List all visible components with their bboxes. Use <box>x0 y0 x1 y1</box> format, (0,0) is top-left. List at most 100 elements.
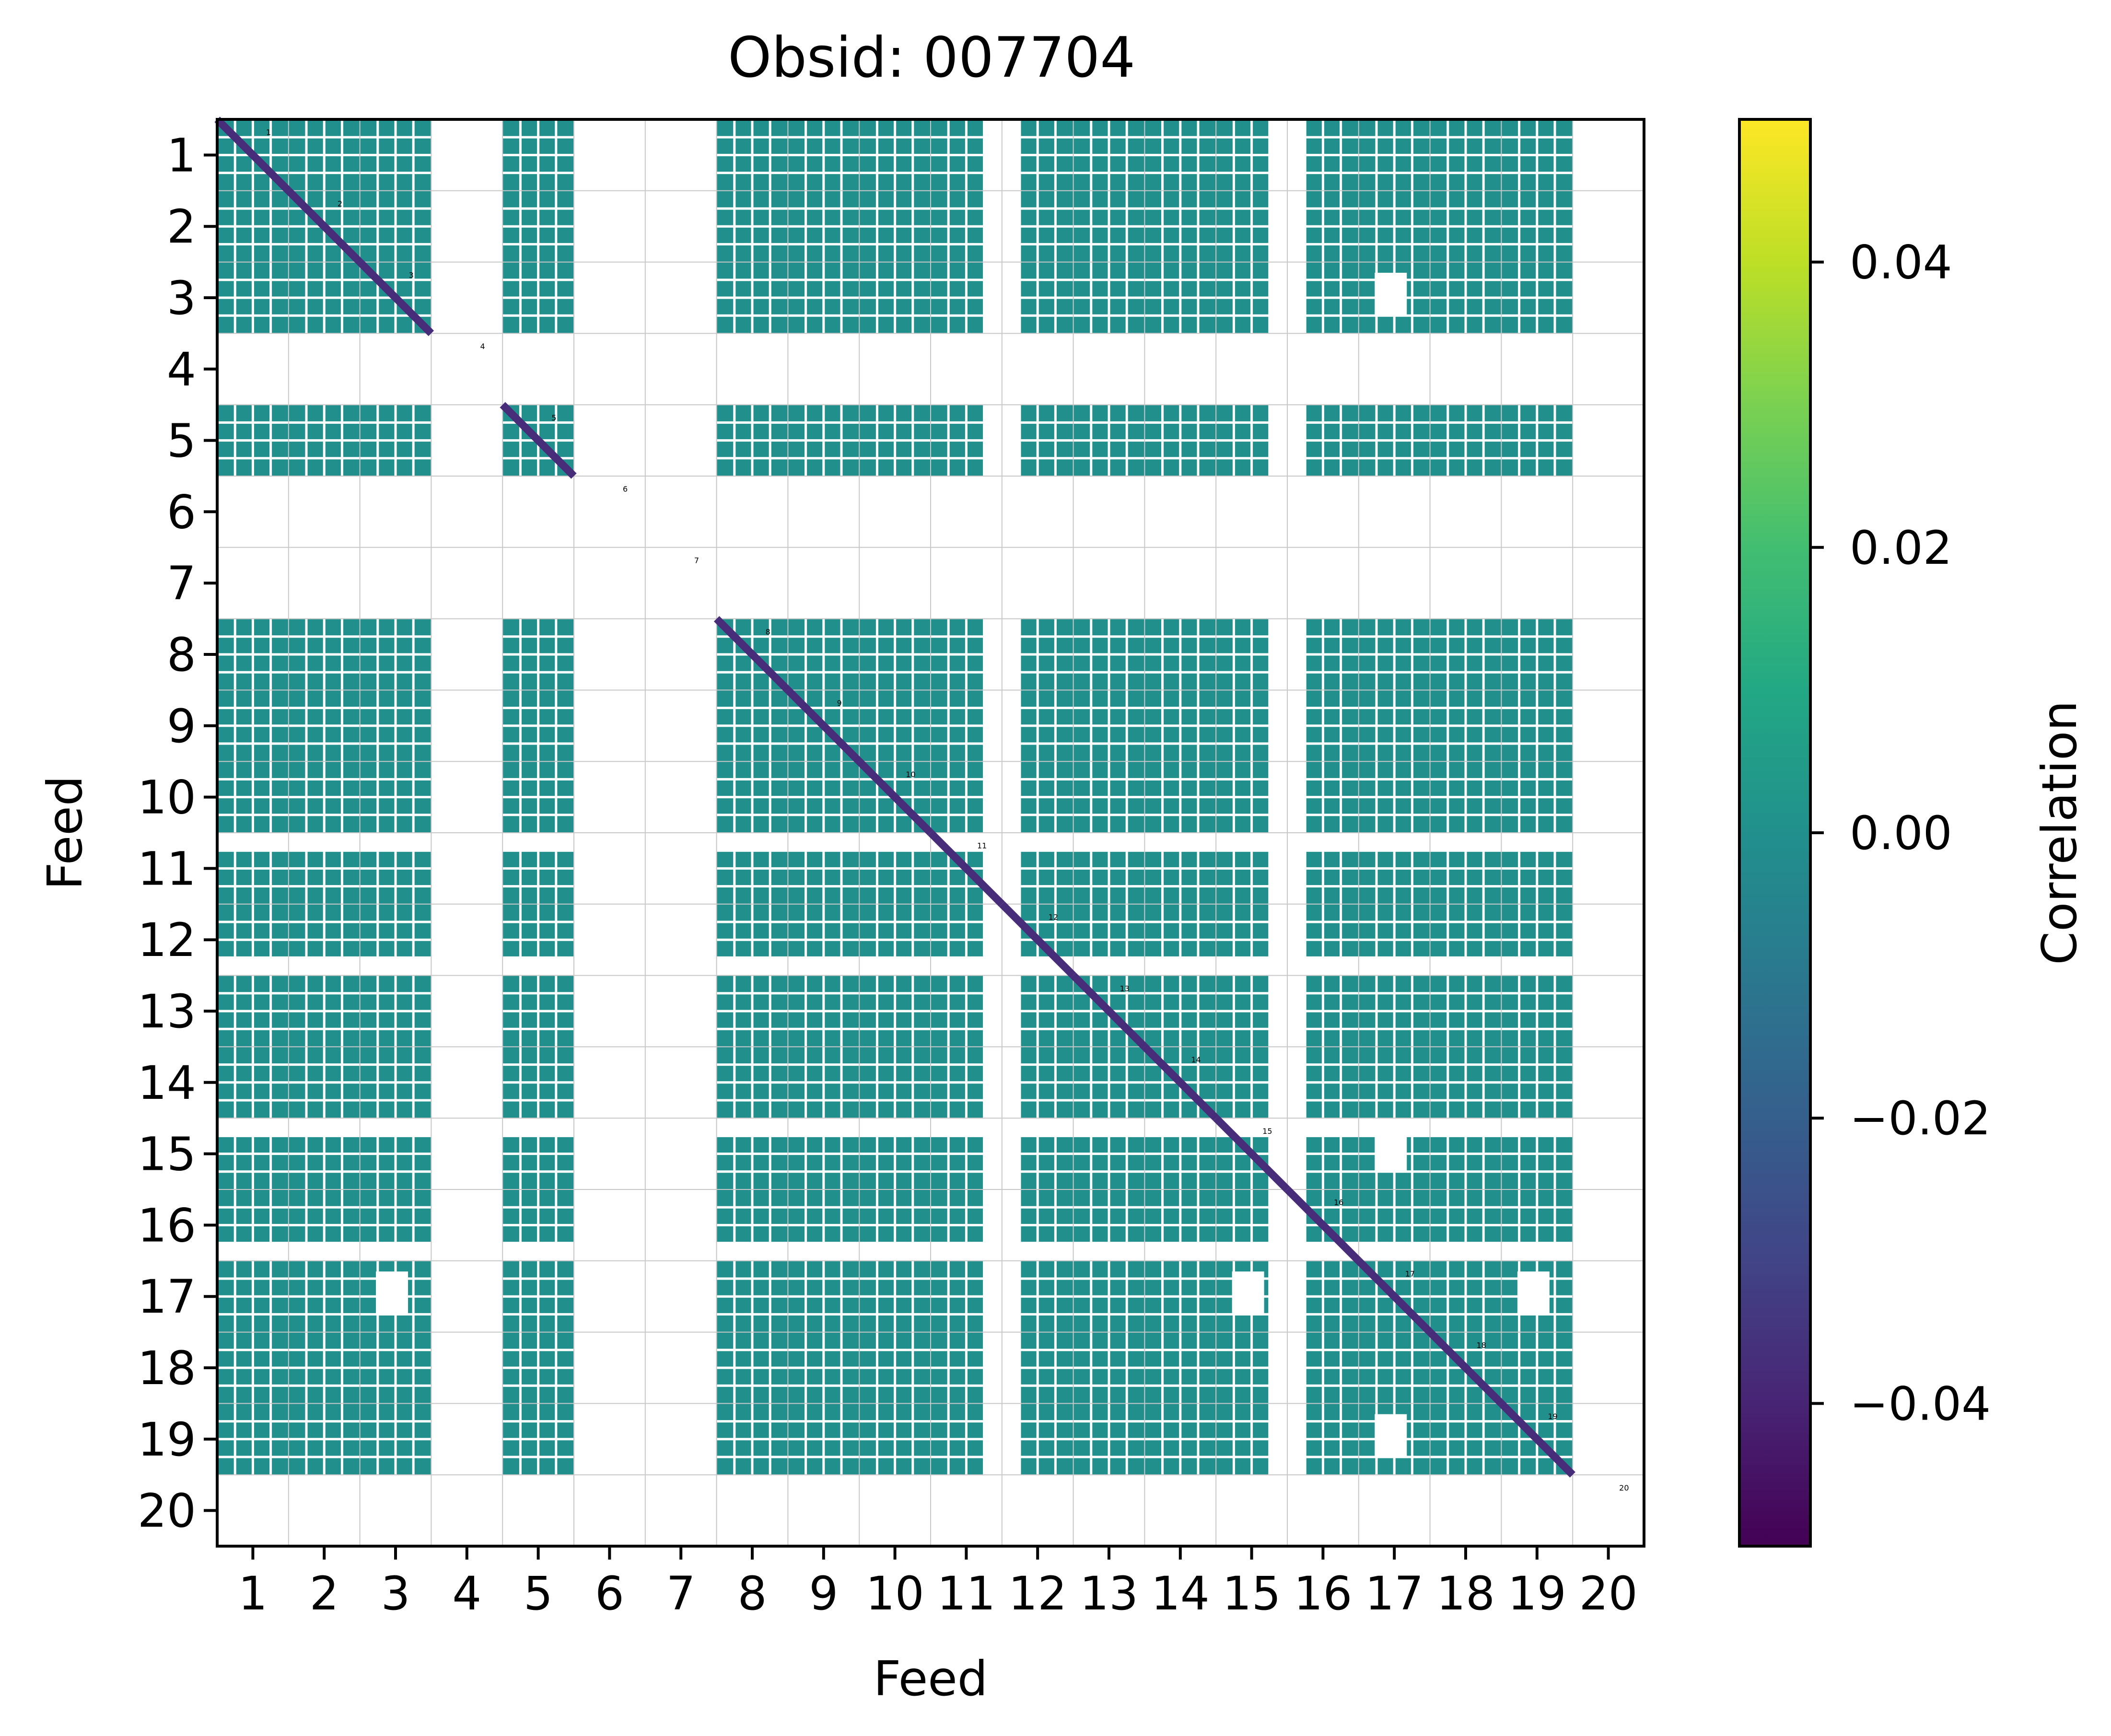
heatmap-cell <box>788 904 860 959</box>
diagonal-label: 17 <box>1405 1270 1415 1279</box>
heatmap-cell <box>288 1047 360 1118</box>
heatmap-cell <box>1501 119 1573 191</box>
heatmap-cell <box>1144 618 1216 690</box>
x-tick-label: 10 <box>866 1567 924 1620</box>
heatmap-cell <box>1144 1260 1216 1332</box>
heatmap-cell <box>788 1134 860 1189</box>
diagonal-label: 2 <box>338 199 342 209</box>
heatmap-cell <box>716 405 788 476</box>
x-tick-label: 6 <box>595 1567 624 1620</box>
heatmap-cell <box>288 119 360 191</box>
heatmap-cell <box>502 849 574 904</box>
heatmap-cell <box>217 405 289 476</box>
heatmap-cell <box>931 190 986 262</box>
heatmap-cell <box>1304 1047 1359 1118</box>
heatmap-cell <box>1073 690 1145 762</box>
x-tick-label: 20 <box>1579 1567 1638 1620</box>
heatmap-cell <box>1430 405 1502 476</box>
heatmap-cell <box>360 190 432 262</box>
heatmap-cell <box>1216 1047 1271 1118</box>
heatmap-cell <box>1073 1260 1145 1332</box>
heatmap-cell <box>1073 119 1145 191</box>
x-tick-label: 4 <box>452 1567 481 1620</box>
x-tick-label: 15 <box>1223 1567 1281 1620</box>
heatmap-cell <box>859 849 931 904</box>
heatmap-cell <box>859 690 931 762</box>
heatmap-cell <box>1073 1332 1145 1404</box>
heatmap-cell <box>716 1189 788 1245</box>
heatmap-cell <box>502 904 574 959</box>
heatmap-cell <box>217 849 289 904</box>
y-tick-label: 12 <box>138 913 196 967</box>
heatmap-cell <box>288 405 360 476</box>
heatmap-cell <box>1501 405 1573 476</box>
heatmap-cell <box>859 405 931 476</box>
heatmap-cell <box>859 1134 931 1189</box>
heatmap-cell <box>1216 1332 1271 1404</box>
heatmap-cell <box>217 1332 289 1404</box>
heatmap-cell <box>1144 761 1216 833</box>
heatmap-cell <box>716 904 788 959</box>
heatmap-cell <box>1430 1189 1502 1245</box>
diagonal-segment <box>214 117 292 194</box>
heatmap-cell <box>1304 761 1359 833</box>
x-tick-label: 13 <box>1080 1567 1138 1620</box>
heatmap-cell <box>1501 1047 1573 1118</box>
colorbar-tick-label: −0.02 <box>1850 1092 1991 1145</box>
diagonal-segment <box>1213 1115 1290 1192</box>
heatmap-cell <box>1073 262 1145 334</box>
heatmap-cell <box>788 1403 860 1475</box>
heatmap-cell <box>788 975 860 1047</box>
heatmap-cell <box>1216 849 1271 904</box>
heatmap-cell <box>1144 190 1216 262</box>
heatmap-cell <box>288 690 360 762</box>
heatmap-cells <box>217 119 1573 1475</box>
heatmap-cell <box>360 1260 432 1332</box>
heatmap-cell <box>931 1332 986 1404</box>
heatmap-cell <box>1358 904 1430 959</box>
heatmap-cell <box>931 690 986 762</box>
heatmap-cell <box>931 975 986 1047</box>
heatmap-cell <box>1216 618 1271 690</box>
x-tick-label: 1 <box>238 1567 268 1620</box>
heatmap-cell <box>1018 849 1073 904</box>
diagonal-segment <box>1284 1187 1362 1264</box>
chart-title: Obsid: 007704 <box>728 25 1135 90</box>
y-tick-label: 6 <box>167 485 196 539</box>
heatmap-cell <box>716 1260 788 1332</box>
heatmap-cell <box>1018 690 1073 762</box>
heatmap-cell <box>1430 618 1502 690</box>
colorbar <box>1738 118 1812 1548</box>
x-tick-label: 12 <box>1008 1567 1067 1620</box>
heatmap-cell <box>1430 1260 1502 1332</box>
heatmap-cell <box>1358 262 1430 334</box>
y-tick-label: 17 <box>138 1270 196 1324</box>
heatmap-cell <box>288 1134 360 1189</box>
y-tick-label: 11 <box>138 842 196 896</box>
x-tick-label: 18 <box>1436 1567 1495 1620</box>
heatmap-cell <box>502 119 574 191</box>
x-axis-label: Feed <box>874 1651 988 1707</box>
heatmap-cell <box>788 761 860 833</box>
y-tick-label: 15 <box>138 1128 196 1181</box>
heatmap-cell <box>360 119 432 191</box>
diagonal-label: 18 <box>1477 1340 1486 1350</box>
diagonal-label: 12 <box>1049 913 1058 922</box>
heatmap-cell <box>1018 1332 1073 1404</box>
heatmap-cell <box>1018 1047 1073 1118</box>
heatmap-cell <box>217 904 289 959</box>
heatmap-cell <box>502 262 574 334</box>
heatmap-cell <box>1358 690 1430 762</box>
heatmap-cell <box>931 761 986 833</box>
heatmap-cell <box>360 849 432 904</box>
heatmap-cell <box>716 761 788 833</box>
diagonal-label: 19 <box>1548 1412 1557 1421</box>
heatmap-cell <box>788 618 860 690</box>
heatmap-cell <box>788 119 860 191</box>
heatmap-cell <box>931 262 986 334</box>
diagonal-label: 11 <box>977 841 987 851</box>
heatmap-cell <box>1144 1332 1216 1404</box>
y-tick-label: 1 <box>167 128 196 182</box>
heatmap-cell <box>288 1332 360 1404</box>
